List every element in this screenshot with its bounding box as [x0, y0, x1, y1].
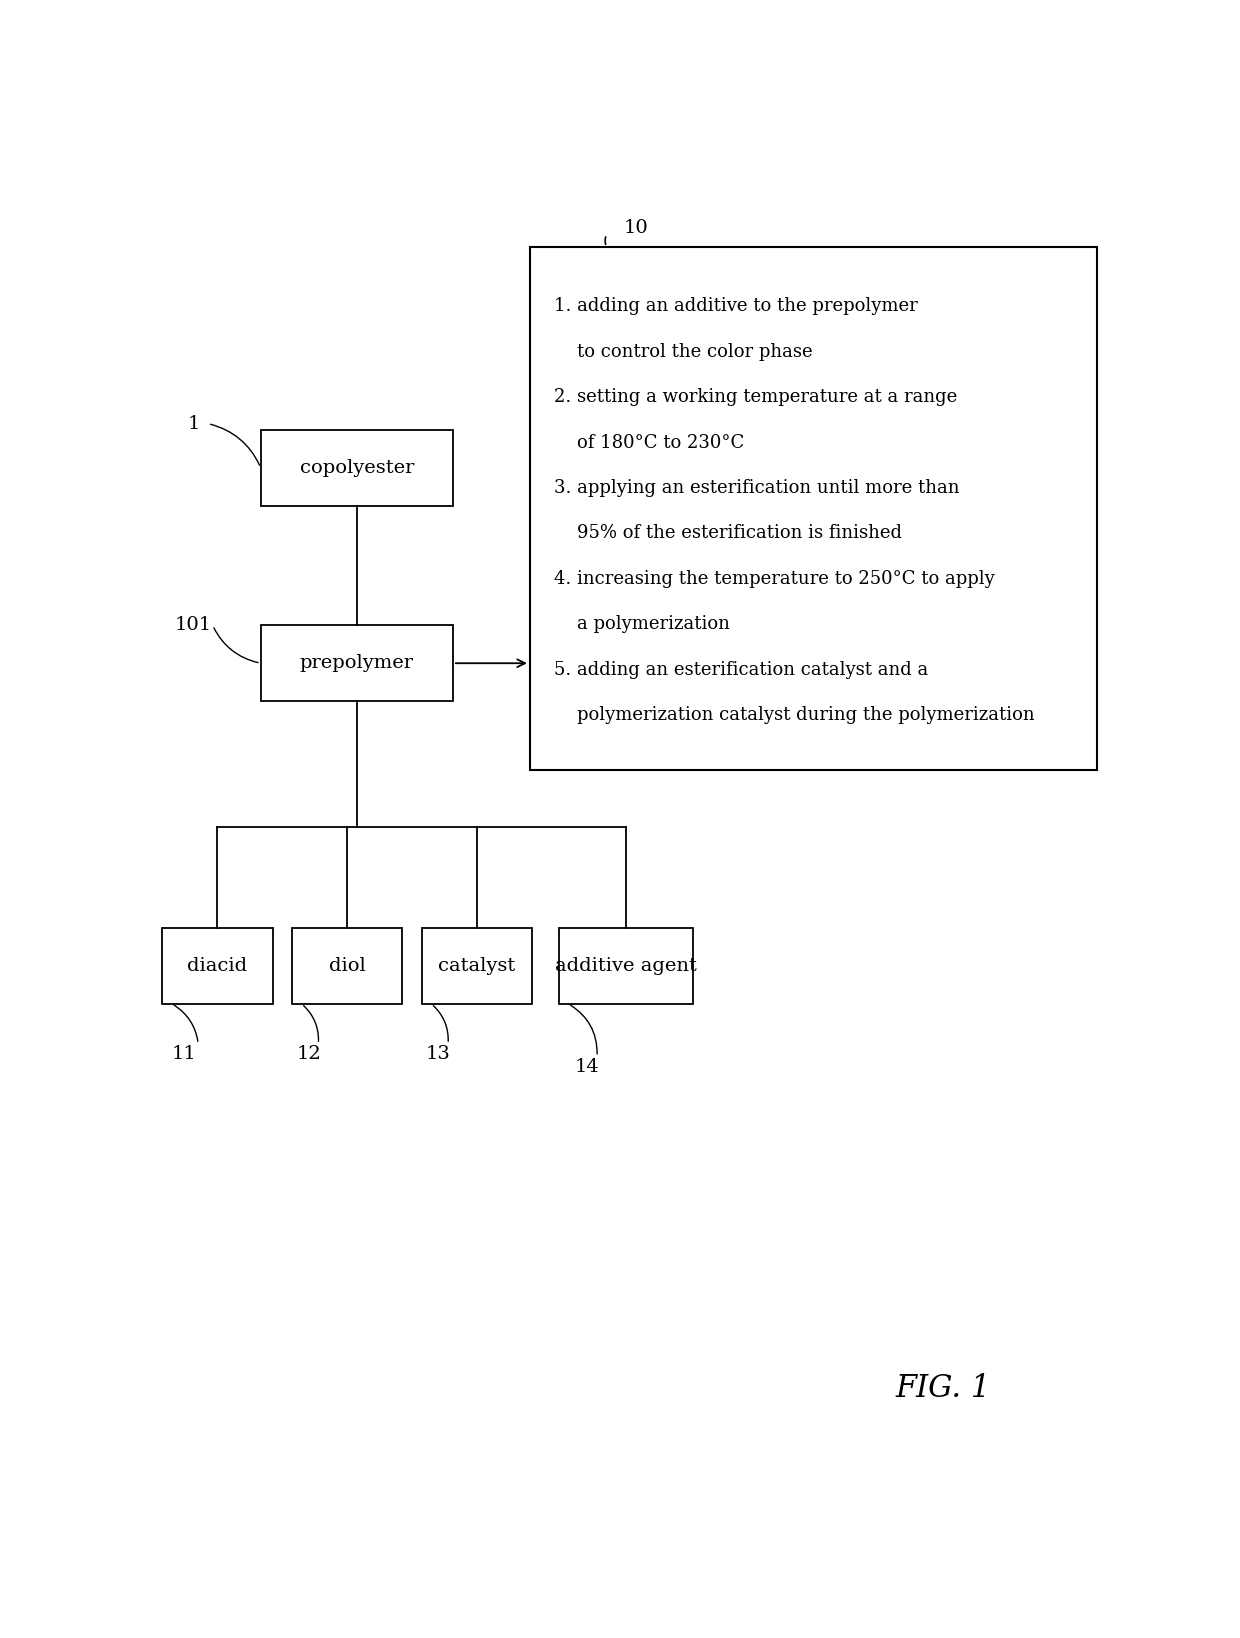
Text: catalyst: catalyst — [438, 957, 516, 975]
Bar — [260, 429, 453, 506]
Bar — [162, 929, 273, 1004]
Text: 13: 13 — [427, 1045, 451, 1063]
Text: copolyester: copolyester — [300, 459, 414, 477]
Text: diacid: diacid — [187, 957, 248, 975]
Text: 5. adding an esterification catalyst and a: 5. adding an esterification catalyst and… — [554, 660, 928, 678]
Text: 3. applying an esterification until more than: 3. applying an esterification until more… — [554, 478, 960, 496]
Text: 1. adding an additive to the prepolymer: 1. adding an additive to the prepolymer — [554, 298, 918, 316]
Text: of 180°C to 230°C: of 180°C to 230°C — [554, 434, 744, 452]
Text: FIG. 1: FIG. 1 — [895, 1373, 991, 1404]
Text: a polymerization: a polymerization — [554, 616, 729, 634]
Text: to control the color phase: to control the color phase — [554, 342, 812, 360]
Text: 14: 14 — [575, 1058, 600, 1076]
Text: additive agent: additive agent — [556, 957, 697, 975]
Bar — [529, 247, 1096, 770]
Text: 2. setting a working temperature at a range: 2. setting a working temperature at a ra… — [554, 388, 957, 406]
Bar — [558, 929, 693, 1004]
Text: 101: 101 — [175, 616, 212, 634]
Bar — [260, 626, 453, 701]
Bar — [422, 929, 532, 1004]
Text: 1: 1 — [187, 414, 200, 432]
Text: 4. increasing the temperature to 250°C to apply: 4. increasing the temperature to 250°C t… — [554, 570, 994, 588]
Text: 95% of the esterification is finished: 95% of the esterification is finished — [554, 524, 901, 542]
Text: diol: diol — [329, 957, 366, 975]
Text: 12: 12 — [296, 1045, 321, 1063]
Text: prepolymer: prepolymer — [300, 654, 414, 672]
Text: 10: 10 — [624, 219, 647, 238]
Bar — [291, 929, 403, 1004]
Text: 11: 11 — [171, 1045, 196, 1063]
Text: polymerization catalyst during the polymerization: polymerization catalyst during the polym… — [554, 706, 1034, 724]
